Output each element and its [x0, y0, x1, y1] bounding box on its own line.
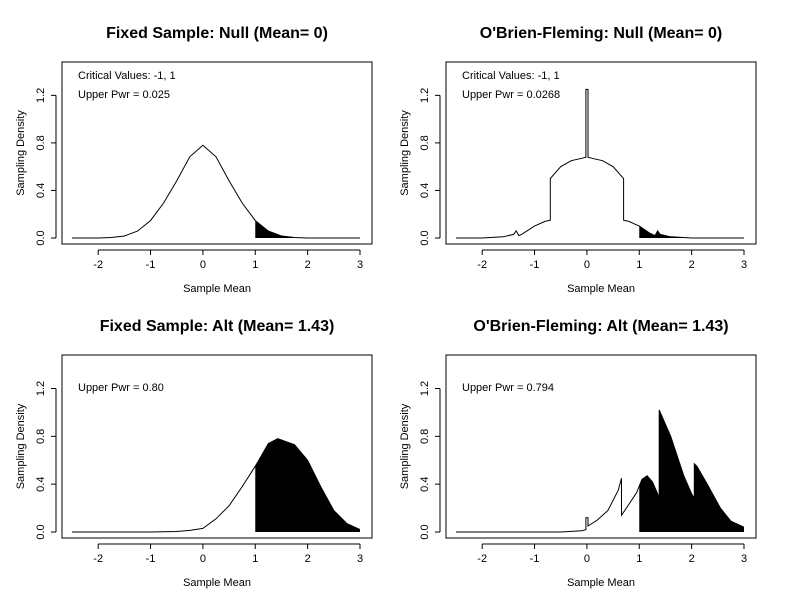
- density-curve: [456, 409, 745, 533]
- annotation-text: Upper Pwr = 0.0268: [462, 89, 560, 101]
- x-axis-label: Sample Mean: [567, 577, 635, 589]
- y-tick-label: 1.2: [35, 88, 47, 103]
- density-curve: [72, 144, 360, 239]
- y-axis-label: Sampling Density: [399, 110, 411, 196]
- y-axis-label: Sampling Density: [15, 110, 27, 196]
- annotation-text: Upper Pwr = 0.80: [78, 382, 164, 394]
- y-axis-label: Sampling Density: [15, 403, 27, 489]
- plot-frame: [61, 354, 373, 539]
- x-tick-label: 3: [741, 553, 747, 565]
- x-tick-label: 2: [305, 553, 311, 565]
- chart-panel-3: Fixed Sample: Alt (Mean= 1.43) -2 -1 0 1 2 3 Sa…: [15, 318, 373, 589]
- x-axis-label: Sample Mean: [183, 283, 251, 295]
- x-tick-label: -1: [146, 553, 156, 565]
- y-tick-label: 0.4: [35, 477, 47, 492]
- y-tick-label: 1.2: [35, 381, 47, 396]
- annotation-text: Upper Pwr = 0.025: [78, 89, 170, 101]
- annotation-text: Critical Values: -1, 1: [462, 70, 560, 82]
- y-tick-label: 0.4: [419, 477, 431, 492]
- upper-power-shaded-area: [255, 220, 360, 238]
- x-tick-label: 0: [584, 553, 590, 565]
- y-tick-label: 1.2: [419, 381, 431, 396]
- y-tick-label: 0.4: [419, 183, 431, 198]
- chart-panel-1: Fixed Sample: Null (Mean= 0) -2 -1 0 1 2 3 Samp…: [15, 25, 373, 295]
- x-tick-label: 0: [200, 553, 206, 565]
- chart-title: Fixed Sample: Null (Mean= 0): [106, 25, 328, 42]
- plot-frame: [445, 61, 757, 245]
- density-curve: [72, 438, 361, 533]
- x-tick-label: 3: [357, 553, 363, 565]
- annotation-text: Critical Values: -1, 1: [78, 70, 176, 82]
- y-tick-label: 1.2: [419, 88, 431, 103]
- x-tick-label: 0: [584, 259, 590, 271]
- upper-power-shaded-area: [639, 410, 744, 532]
- x-axis-label: Sample Mean: [183, 577, 251, 589]
- x-tick-label: -1: [146, 259, 156, 271]
- x-tick-label: 1: [636, 553, 642, 565]
- y-tick-label: 0.8: [419, 429, 431, 444]
- density-curve: [456, 88, 744, 239]
- x-tick-label: 1: [636, 259, 642, 271]
- plot-frame: [445, 354, 757, 539]
- x-tick-label: 2: [689, 553, 695, 565]
- annotation-text: Upper Pwr = 0.794: [462, 382, 554, 394]
- x-tick-label: -2: [93, 259, 103, 271]
- x-tick-label: 1: [252, 259, 258, 271]
- y-tick-label: 0.0: [419, 524, 431, 539]
- plot-frame: [61, 61, 373, 245]
- y-tick-label: 0.0: [35, 230, 47, 245]
- chart-panel-4: O'Brien-Fleming: Alt (Mean= 1.43) -2 -1 0 1 2…: [399, 318, 757, 589]
- y-tick-label: 0.8: [35, 429, 47, 444]
- x-tick-label: 3: [357, 259, 363, 271]
- x-tick-label: 2: [305, 259, 311, 271]
- y-tick-label: 0.8: [35, 135, 47, 150]
- y-tick-label: 0.0: [419, 230, 431, 245]
- y-axis-label: Sampling Density: [399, 403, 411, 489]
- y-tick-label: 0.4: [35, 183, 47, 198]
- x-tick-label: -1: [530, 259, 540, 271]
- x-tick-label: -2: [477, 553, 487, 565]
- x-tick-label: -1: [530, 553, 540, 565]
- x-tick-label: 1: [252, 553, 258, 565]
- y-tick-label: 0.0: [35, 524, 47, 539]
- x-tick-label: -2: [477, 259, 487, 271]
- chart-panel-2: O'Brien-Fleming: Null (Mean= 0) -2 -1 0 1 2 3 S…: [399, 25, 757, 295]
- y-tick-label: 0.8: [419, 135, 431, 150]
- upper-power-shaded-area: [255, 438, 360, 532]
- x-tick-label: 0: [200, 259, 206, 271]
- x-tick-label: 3: [741, 259, 747, 271]
- x-tick-label: -2: [93, 553, 103, 565]
- chart-title: Fixed Sample: Alt (Mean= 1.43): [100, 318, 335, 335]
- x-tick-label: 2: [689, 259, 695, 271]
- upper-power-shaded-area: [639, 226, 744, 238]
- chart-title: O'Brien-Fleming: Alt (Mean= 1.43): [473, 318, 728, 335]
- chart-title: O'Brien-Fleming: Null (Mean= 0): [480, 25, 723, 42]
- x-axis-label: Sample Mean: [567, 283, 635, 295]
